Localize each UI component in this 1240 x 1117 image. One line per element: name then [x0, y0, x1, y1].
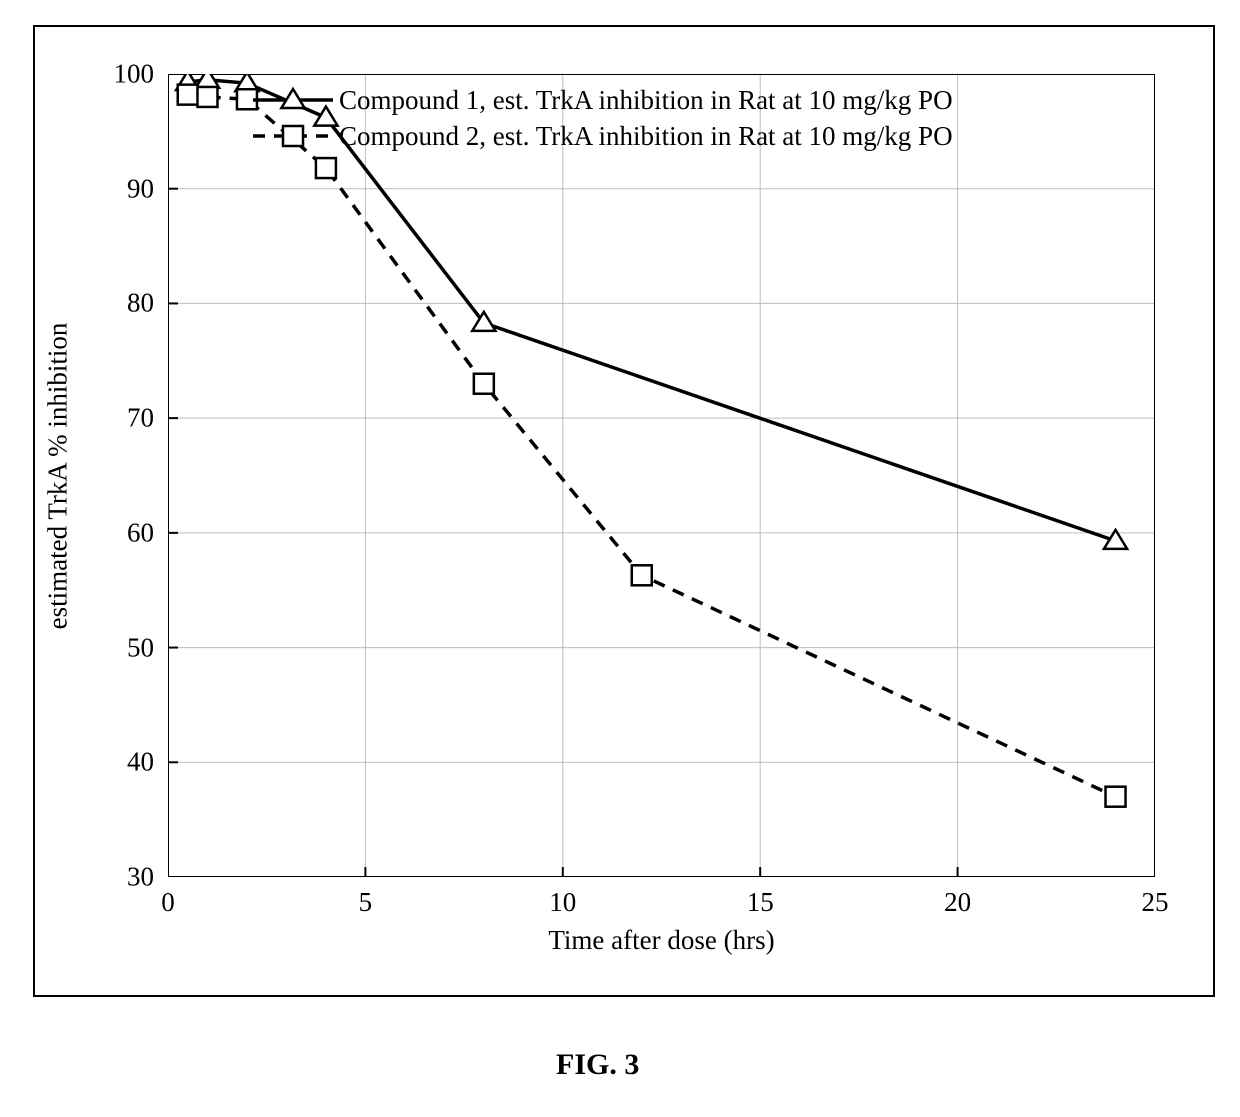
tick-label: 40 [127, 747, 154, 778]
tick-label: 15 [747, 887, 774, 918]
page: 30 40 50 60 70 80 90 100 0 5 10 15 20 25 Time after d… [0, 0, 1240, 1117]
tick-label: 20 [944, 887, 971, 918]
tick-label: 10 [549, 887, 576, 918]
tick-label: 80 [127, 288, 154, 319]
tick-label: 50 [127, 632, 154, 663]
tick-label: 5 [359, 887, 373, 918]
chart-plot-area [168, 74, 1155, 877]
legend-label: Compound 1, est. TrkA inhibition in Rat … [339, 85, 953, 116]
y-axis-label: estimated TrkA % inhibition [43, 322, 74, 629]
legend-label: Compound 2, est. TrkA inhibition in Rat … [339, 121, 953, 152]
chart-svg [168, 74, 1155, 877]
tick-label: 100 [114, 59, 155, 90]
tick-label: 0 [161, 887, 175, 918]
tick-label: 60 [127, 517, 154, 548]
tick-label: 25 [1142, 887, 1169, 918]
tick-label: 30 [127, 862, 154, 893]
series-line-compound2 [188, 95, 1116, 797]
tick-label: 90 [127, 173, 154, 204]
legend-swatch [253, 85, 333, 115]
x-axis-label: Time after dose (hrs) [548, 925, 774, 956]
legend-swatch [253, 121, 333, 151]
tick-label: 70 [127, 403, 154, 434]
figure-caption: FIG. 3 [556, 1048, 639, 1082]
